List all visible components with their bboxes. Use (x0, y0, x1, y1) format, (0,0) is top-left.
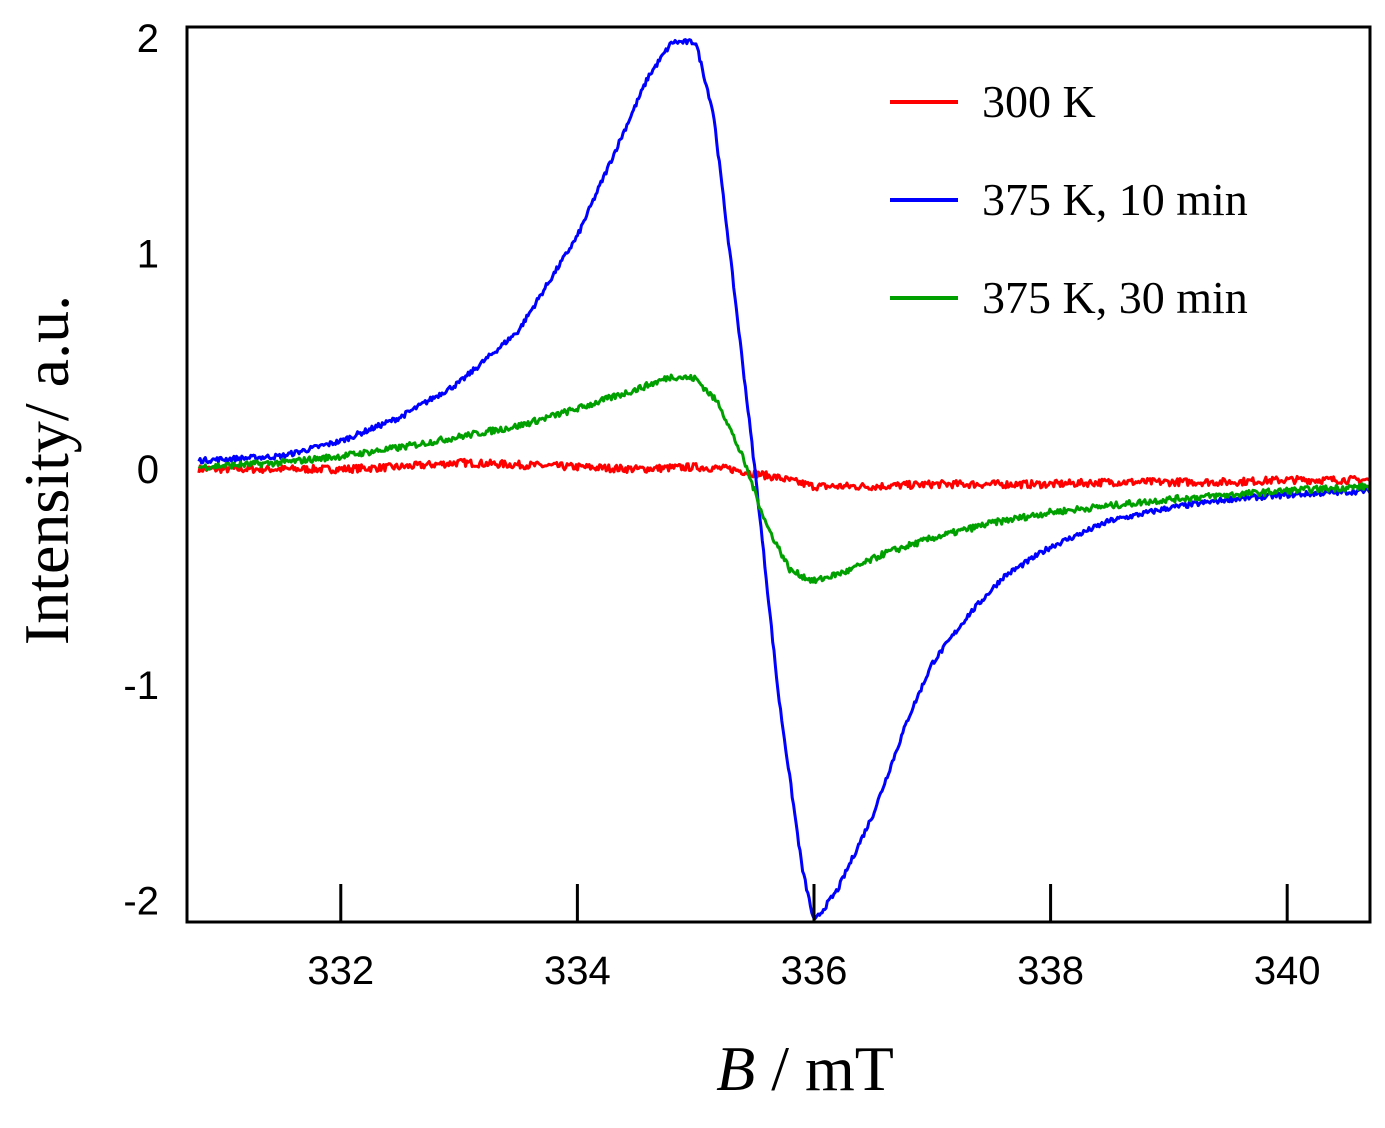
x-axis-title-unit: / mT (755, 1033, 894, 1104)
x-tick-label: 338 (1017, 949, 1084, 993)
y-tick-label: 0 (137, 448, 159, 492)
y-tick-label: 1 (137, 232, 159, 276)
x-tick-label: 340 (1254, 949, 1321, 993)
x-tick-label: 332 (307, 949, 374, 993)
x-axis-title: B / mT (716, 1033, 894, 1104)
series-line-3 (197, 373, 1372, 585)
x-tick-label: 336 (781, 949, 848, 993)
x-tick-label: 334 (544, 949, 611, 993)
series-line-1 (197, 457, 1372, 492)
x-axis: 332 334 336 338 340 (307, 884, 1321, 993)
series-layer (197, 38, 1372, 921)
y-tick-label: 2 (137, 17, 159, 61)
legend-label-2: 375 K, 10 min (982, 174, 1248, 225)
legend: 300 K 375 K, 10 min 375 K, 30 min (890, 76, 1248, 323)
y-tick-label: -2 (123, 879, 159, 923)
y-axis-title: Intensity/ a.u. (11, 295, 82, 645)
y-axis: 2 1 0 -1 -2 (123, 17, 159, 924)
series-line-2 (197, 38, 1372, 921)
legend-label-3: 375 K, 30 min (982, 272, 1248, 323)
plot-frame (185, 25, 1372, 924)
x-axis-title-symbol: B (716, 1033, 755, 1104)
y-tick-label: -1 (123, 664, 159, 708)
legend-label-1: 300 K (982, 76, 1096, 127)
